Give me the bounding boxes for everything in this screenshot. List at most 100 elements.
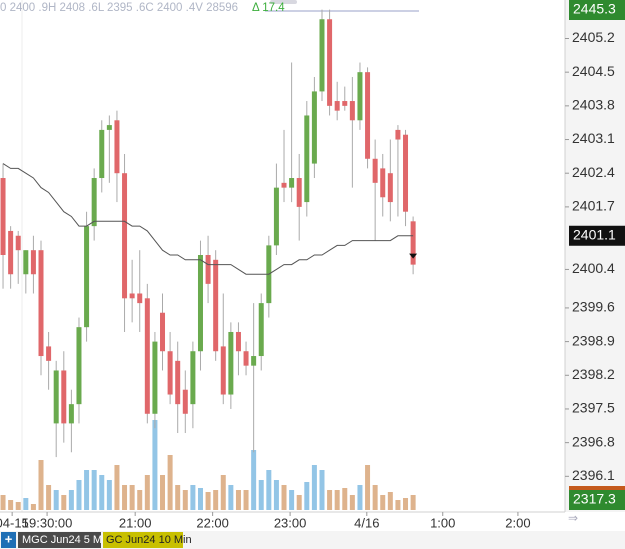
candle-body — [167, 351, 173, 395]
y-tick-label: 2398.9 — [572, 332, 615, 348]
candle-body — [311, 91, 317, 164]
y-tick-label: 2403.8 — [572, 97, 615, 113]
x-tick-label: 19:30:00 — [22, 515, 73, 530]
tab[interactable] — [18, 532, 101, 548]
candle-body — [327, 19, 333, 106]
x-tick-label: 23:00 — [274, 515, 307, 530]
candle-body — [357, 72, 363, 121]
candle-body — [160, 312, 166, 352]
volume-bar — [319, 470, 325, 510]
last-price-box — [569, 225, 625, 246]
candle-body — [84, 226, 90, 328]
tab[interactable] — [103, 532, 183, 548]
volume-bar — [0, 495, 6, 510]
candle-body — [197, 255, 203, 352]
candle-body — [76, 327, 82, 405]
candle-body — [99, 129, 105, 179]
volume-bar — [327, 490, 333, 510]
y-tick-label: 2404.5 — [572, 63, 615, 79]
volume-bar — [251, 450, 257, 510]
candle-body — [8, 230, 14, 275]
candle-body — [61, 370, 67, 424]
candle-body — [228, 331, 234, 395]
y-tick-label: 2396.8 — [572, 433, 615, 449]
y-tick-label: 2403.1 — [572, 130, 615, 146]
volume-bar — [144, 475, 150, 510]
volume-bar — [273, 480, 279, 510]
candle-body — [152, 341, 158, 414]
candle-body — [53, 370, 59, 424]
candle-body — [46, 346, 52, 361]
add-tab-button[interactable] — [1, 532, 16, 548]
add-tab-icon: + — [5, 531, 13, 546]
bottom-marker: 2317.3 — [573, 491, 616, 507]
x-tick-label: 4/16 — [354, 515, 379, 530]
marker-strip — [569, 486, 625, 490]
volume-bar — [410, 495, 416, 510]
candle-body — [296, 178, 302, 207]
volume-bar — [76, 480, 82, 510]
candle-body — [175, 360, 181, 405]
tab-label: MGC Jun24 5 Min — [22, 534, 111, 546]
volume-bar — [53, 490, 59, 510]
candle-body — [114, 120, 120, 174]
volume-bar — [311, 465, 317, 510]
volume-bar — [137, 490, 143, 510]
scroll-arrow[interactable]: ⇒ — [568, 511, 578, 525]
candle-body — [91, 178, 97, 227]
candle-body — [395, 129, 401, 140]
x-tick-label: 22:00 — [196, 515, 229, 530]
x-tick-label: 1:00 — [430, 515, 455, 530]
top-marker-box — [569, 0, 625, 20]
candle-body — [342, 101, 348, 106]
y-tick-label: 2397.5 — [572, 400, 615, 416]
candle-body — [190, 351, 196, 405]
y-tick-label: 2400.4 — [572, 260, 615, 276]
candle-body — [182, 389, 188, 414]
candle-body — [38, 250, 44, 357]
x-tick-label: 21:00 — [119, 515, 152, 530]
volume-bar — [349, 495, 355, 510]
volume-bar — [114, 465, 120, 510]
volume-bar — [342, 488, 348, 510]
candle-body — [281, 182, 287, 188]
volume-bar — [213, 490, 219, 510]
price-axis — [565, 0, 625, 512]
candle-body — [243, 351, 249, 366]
candle-body — [15, 235, 21, 251]
volume-bar — [91, 470, 97, 510]
candle-body — [251, 356, 257, 366]
volume-bar — [243, 490, 249, 510]
candle-body — [403, 134, 409, 212]
candle-body — [304, 115, 310, 203]
volume-bar — [30, 504, 36, 510]
candle-body — [372, 158, 378, 183]
volume-bar — [8, 500, 14, 510]
handle[interactable] — [270, 0, 297, 4]
candle-body — [205, 255, 211, 284]
volume-bar — [15, 502, 21, 510]
y-tick-label: 2401.7 — [572, 198, 615, 214]
volume-bar — [190, 485, 196, 510]
volume-bar — [296, 495, 302, 510]
y-tick-label: 2399.6 — [572, 299, 615, 315]
volume-bar — [129, 485, 135, 510]
volume-bar — [380, 495, 386, 510]
candle-body — [144, 298, 150, 414]
candle-body — [258, 303, 264, 357]
candle-body — [23, 250, 29, 275]
plot-area — [0, 0, 565, 512]
volume-bar — [197, 488, 203, 510]
volume-bar — [182, 490, 188, 510]
candle-body — [349, 101, 355, 121]
candle-body — [319, 19, 325, 92]
volume-bar — [205, 492, 211, 510]
candle-body — [273, 187, 279, 246]
x-tick-label: 2:00 — [505, 515, 530, 530]
volume-bar — [99, 475, 105, 510]
volume-bar — [266, 470, 272, 510]
volume-bar — [23, 498, 29, 510]
candle-body — [68, 404, 74, 424]
